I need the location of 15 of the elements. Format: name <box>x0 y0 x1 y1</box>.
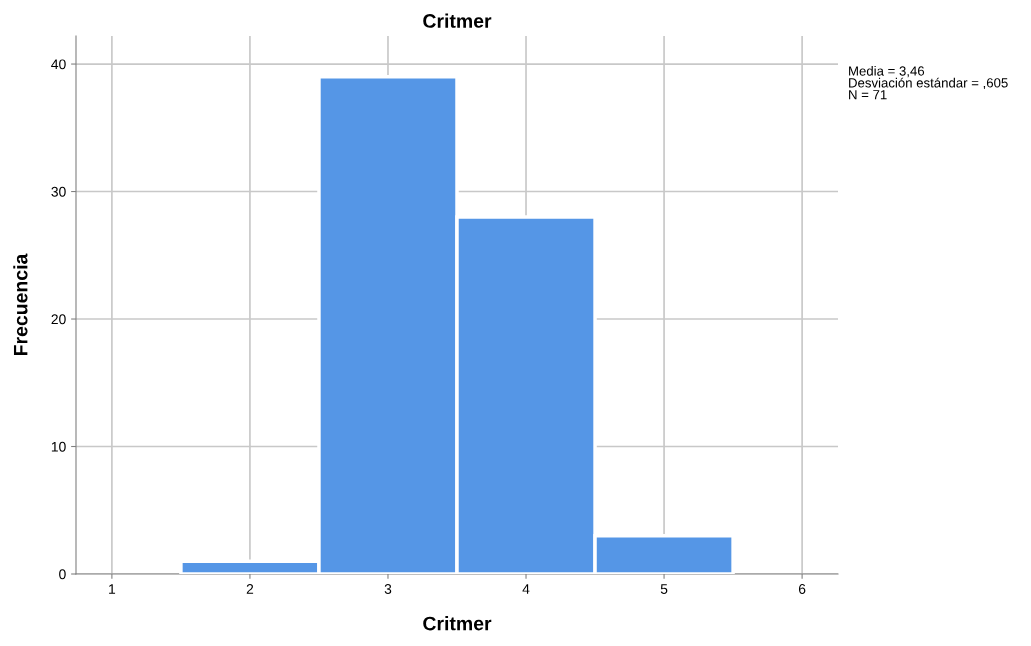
x-tick-label: 6 <box>798 584 806 594</box>
y-tick-label: 30 <box>51 186 66 197</box>
chart-title: Critmer <box>423 13 492 28</box>
x-tick-label: 5 <box>660 584 668 594</box>
text: Media = 3,46 Desviación estándar = ,605 N = 71 <box>849 66 1008 100</box>
y-tick-label: 40 <box>51 59 66 70</box>
x-tick-label: 4 <box>522 584 530 594</box>
y-tick-label: 10 <box>51 441 66 452</box>
x-tick-label: 2 <box>246 584 254 594</box>
y-tick-label: 0 <box>59 569 66 580</box>
y-axis-title: Frecuencia <box>13 253 28 356</box>
x-axis-title: Critmer <box>423 616 492 631</box>
x-tick-label: 3 <box>384 584 392 594</box>
x-tick-label: 1 <box>109 584 116 594</box>
y-tick-label: 20 <box>51 314 66 325</box>
